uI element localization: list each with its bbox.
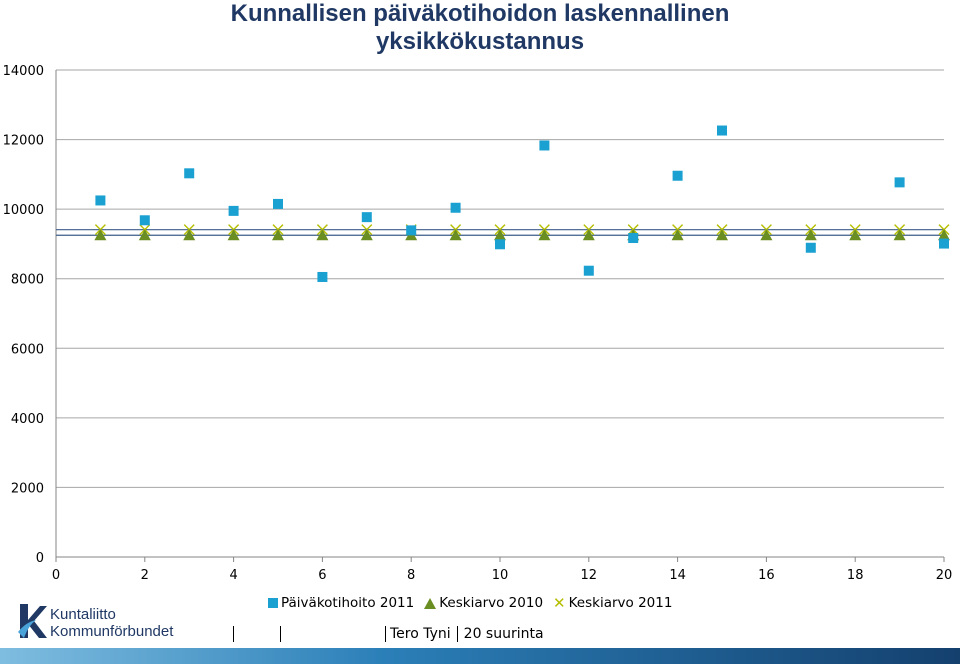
triangle-marker: [849, 229, 862, 241]
legend-label: Keskiarvo 2011: [568, 595, 673, 611]
kuntaliitto-logo: Kuntaliitto Kommunförbundet: [16, 602, 186, 642]
square-marker: [273, 198, 283, 209]
y-tick-label: 0: [36, 551, 44, 566]
triangle-marker: [183, 229, 196, 241]
footer-page-label: 20 suurinta: [463, 626, 544, 642]
square-marker: [317, 271, 328, 282]
footer-separator: [233, 626, 234, 642]
x-tick-label: 2: [141, 568, 149, 583]
x-tick-label: 6: [318, 568, 326, 583]
square-marker: [495, 239, 505, 250]
y-tick-label: 8000: [11, 273, 44, 288]
footer-separator: [280, 626, 281, 642]
triangle-marker: [671, 229, 684, 241]
legend-item-paivakotihoito-2011: Päiväkotihoito 2011: [268, 595, 414, 611]
chart-title: Kunnallisen päiväkotihoidon laskennallin…: [230, 0, 730, 55]
logo-mark-icon: [18, 604, 47, 638]
logo-text-finnish: Kuntaliitto: [50, 606, 116, 623]
legend-item-keskiarvo-2010: Keskiarvo 2010: [424, 595, 543, 611]
triangle-marker: [938, 229, 950, 241]
x-tick-label: 20: [936, 568, 953, 583]
square-marker: [894, 177, 905, 188]
triangle-marker: [760, 229, 773, 241]
triangle-marker: [227, 229, 240, 241]
triangle-marker: [716, 229, 728, 241]
x-tick-label: 16: [758, 568, 775, 583]
y-tick-label: 6000: [11, 342, 44, 357]
x-tick-label: 14: [669, 568, 686, 583]
x-marker-icon: ✕: [553, 594, 566, 612]
y-tick-label: 2000: [11, 481, 44, 496]
triangle-marker: [316, 229, 329, 241]
footer: Tero Tyni 20 suurinta: [233, 626, 544, 642]
triangle-marker: [582, 229, 595, 241]
square-marker: [228, 205, 239, 216]
footer-separator: [385, 626, 386, 642]
square-marker: [406, 225, 417, 236]
logo-text-swedish: Kommunförbundet: [50, 623, 174, 640]
y-tick-label: 14000: [3, 64, 44, 79]
scatter-chart: 0 2000 4000 6000 8000 10000 12000 14000 0 2 4 6 8 10 1…: [3, 64, 953, 583]
square-marker: [672, 170, 683, 181]
square-marker: [939, 238, 949, 249]
square-marker: [628, 233, 639, 244]
x-tick-label: 0: [52, 568, 60, 583]
triangle-marker: [94, 229, 107, 241]
x-tick-label: 18: [847, 568, 864, 583]
triangle-marker: [449, 229, 462, 241]
triangle-marker: [538, 229, 551, 241]
triangle-marker: [272, 229, 284, 241]
square-marker-icon: [268, 598, 278, 608]
square-marker: [139, 215, 150, 226]
footer-author: Tero Tyni: [390, 626, 451, 642]
legend-label: Keskiarvo 2010: [439, 595, 544, 611]
chart-legend: Päiväkotihoito 2011 Keskiarvo 2010 ✕ Kes…: [268, 595, 672, 611]
square-marker: [361, 212, 372, 223]
y-tick-label: 12000: [3, 134, 44, 149]
x-tick-label: 10: [492, 568, 509, 583]
square-marker: [717, 125, 727, 136]
triangle-marker-icon: [424, 597, 437, 609]
square-marker: [583, 265, 594, 276]
triangle-marker: [804, 229, 817, 241]
x-tick-label: 12: [581, 568, 598, 583]
legend-label: Päiväkotihoito 2011: [281, 595, 415, 611]
triangle-marker: [360, 229, 373, 241]
triangle-marker: [138, 229, 151, 241]
legend-item-keskiarvo-2011: ✕ Keskiarvo 2011: [553, 595, 672, 611]
y-tick-label: 4000: [11, 412, 44, 427]
footer-bar: [0, 648, 960, 664]
square-marker: [450, 202, 461, 213]
y-tick-label: 10000: [3, 203, 44, 218]
x-tick-label: 4: [229, 568, 237, 583]
footer-separator: [456, 626, 458, 642]
square-marker: [539, 140, 550, 151]
x-tick-label: 8: [407, 568, 415, 583]
triangle-marker: [893, 229, 906, 241]
triangle-marker: [494, 229, 506, 241]
square-marker: [95, 195, 106, 206]
square-marker: [184, 168, 195, 179]
square-marker: [805, 242, 816, 253]
